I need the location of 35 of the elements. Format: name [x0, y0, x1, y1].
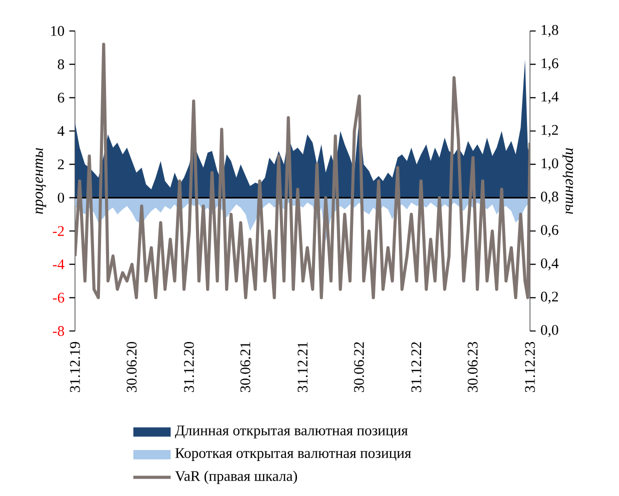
y2-tick-label: 0,8 [540, 192, 558, 204]
y2-tick-label: 1,8 [542, 25, 558, 37]
y2-tick-label: 1,2 [542, 125, 558, 137]
legend-label: Длинная открытая валютная позиция [175, 426, 408, 438]
y-tick-label: -6 [52, 292, 64, 303]
x-tick-label: 30.06.21 [240, 342, 250, 392]
y2-axis-title: проценты [562, 148, 574, 214]
x-tick-label: 31.12.20 [184, 342, 194, 392]
x-tick-label: 31.12.21 [298, 342, 308, 392]
x-tick-label: 31.12.23 [525, 342, 535, 392]
y-tick-label: -8 [52, 326, 64, 336]
y2-tick-label: 0,4 [540, 258, 559, 270]
x-tick-label: 31.12.19 [70, 342, 80, 392]
x-tick-label: 31.12.22 [411, 342, 422, 392]
y-tick-label: -4 [52, 260, 64, 270]
y2-tick-label: 1,6 [542, 58, 558, 70]
y-axis-title: проценты [36, 148, 46, 214]
line-series [75, 42, 530, 300]
y-tick-label: 10 [51, 26, 64, 36]
y2-tick-label: 0,0 [540, 324, 558, 337]
x-tick-label: 30.06.20 [126, 342, 137, 392]
y2-tick-label: 0,6 [540, 224, 558, 237]
legend-label: Короткая открытая валютная позиция [175, 448, 412, 462]
y2-tick-label: 1,0 [542, 158, 558, 170]
legend-label: VaR (правая шкала) [175, 470, 297, 484]
y-tick-label: 6 [58, 92, 64, 103]
y-tick-label: 4 [58, 126, 64, 136]
y2-tick-label: 1,4 [542, 92, 559, 104]
y-tick-label: 8 [58, 59, 64, 70]
x-tick-label: 30.06.23 [468, 342, 478, 392]
x-tick-label: 30.06.22 [354, 342, 364, 392]
y-tick-label: 0 [58, 192, 64, 203]
y-tick-label: -2 [52, 226, 64, 236]
y-tick-label: 2 [58, 159, 64, 170]
y2-tick-label: 0,2 [540, 292, 558, 304]
